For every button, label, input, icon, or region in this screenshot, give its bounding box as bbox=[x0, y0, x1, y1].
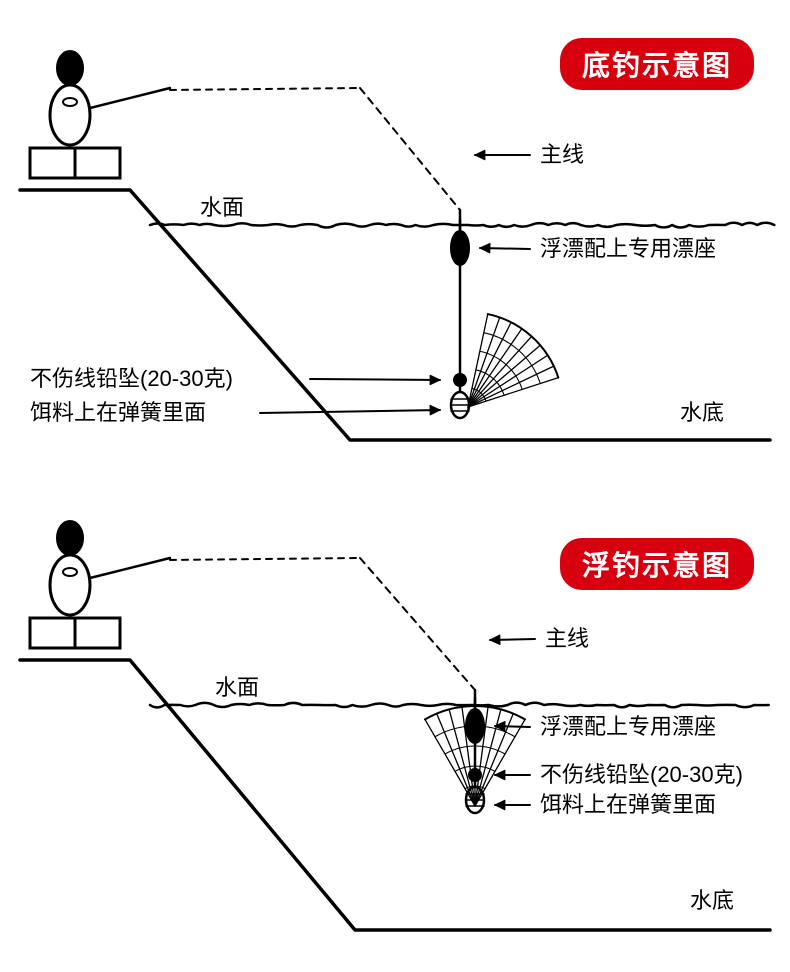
label-float: 浮漂配上专用漂座 bbox=[540, 236, 716, 261]
label-water-surface: 水面 bbox=[200, 195, 244, 220]
label-sinker: 不伤线铅坠(20-30克) bbox=[30, 366, 233, 391]
label-bait: 饵料上在弹簧里面 bbox=[540, 792, 716, 817]
label-float: 浮漂配上专用漂座 bbox=[540, 714, 716, 739]
label-water-bottom: 水底 bbox=[690, 888, 734, 913]
label-bait: 饵料上在弹簧里面 bbox=[30, 400, 206, 425]
diagram-canvas: 水面水底主线浮漂配上专用漂座不伤线铅坠(20-30克)饵料上在弹簧里面水面水底主… bbox=[0, 0, 790, 972]
page: 水面水底主线浮漂配上专用漂座不伤线铅坠(20-30克)饵料上在弹簧里面水面水底主… bbox=[0, 0, 790, 972]
badge-bottom-fishing: 底钓示意图 bbox=[560, 38, 754, 90]
badge-float-fishing: 浮钓示意图 bbox=[560, 538, 754, 590]
label-main-line: 主线 bbox=[545, 626, 589, 651]
label-sinker: 不伤线铅坠(20-30克) bbox=[540, 762, 743, 787]
label-main-line: 主线 bbox=[540, 142, 584, 167]
label-water-surface: 水面 bbox=[215, 675, 259, 700]
label-water-bottom: 水底 bbox=[680, 400, 724, 425]
